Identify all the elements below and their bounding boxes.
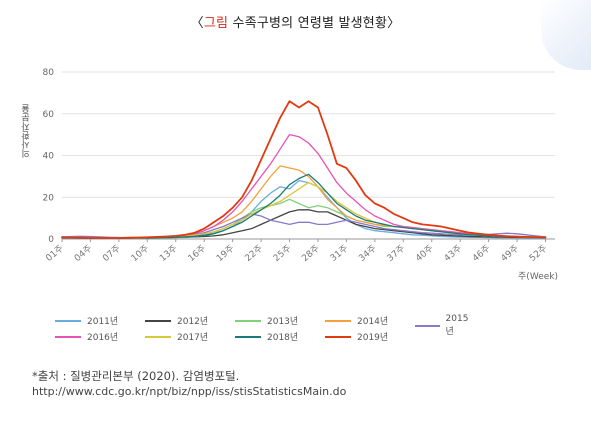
legend-label: 2011년 — [87, 317, 119, 327]
legend-label: 2014년 — [357, 317, 389, 327]
legend-item: 2015년 — [415, 314, 475, 337]
y-tick-label: 60 — [43, 110, 55, 120]
x-tick-label: 10주 — [129, 243, 151, 264]
x-tick-label: 52주 — [527, 243, 549, 264]
legend-item: 2018년 — [235, 330, 298, 343]
figure-title: 〈그림 수족구병의 연령별 발생현황〉 — [0, 12, 591, 31]
legend-item: 2014년 — [325, 314, 388, 327]
x-tick-label: 49주 — [499, 243, 521, 264]
source-note: *출처 : 질병관리본부 (2020). 감염병포털. http://www.c… — [32, 368, 346, 400]
series-line-2019 — [61, 100, 547, 239]
x-tick-label: 43주 — [442, 243, 464, 264]
x-axis-label: 주(Week) — [518, 271, 558, 282]
legend-item: 2019년 — [325, 330, 388, 343]
source-line-1: *출처 : 질병관리본부 (2020). 감염병포털. — [32, 369, 240, 383]
legend-item: 2012년 — [145, 314, 208, 327]
legend-item: 2011년 — [55, 314, 118, 327]
y-tick-label: 0 — [48, 235, 54, 245]
legend-label: 2019년 — [357, 333, 389, 343]
legend-swatch — [55, 335, 81, 338]
x-tick-label: 40주 — [413, 243, 435, 264]
y-tick-label: 40 — [43, 152, 55, 162]
x-tick-label: 16주 — [186, 243, 208, 264]
legend-label: 2013년 — [267, 317, 299, 327]
legend-label: 2012년 — [177, 317, 209, 327]
x-tick-label: 46주 — [470, 243, 492, 264]
x-tick-label: 19주 — [214, 243, 236, 264]
x-tick-label: 34주 — [357, 243, 379, 264]
x-tick-label: 07주 — [101, 243, 123, 264]
legend-swatch — [55, 319, 81, 322]
legend-swatch — [325, 335, 351, 338]
x-tick-label: 25주 — [271, 243, 293, 264]
title-text: 수족구병의 연령별 발생현황〉 — [228, 16, 401, 31]
legend-label: 2017년 — [177, 333, 209, 343]
y-tick-label: 20 — [43, 193, 55, 203]
x-tick-label: 01주 — [44, 243, 66, 264]
legend-label: 2018년 — [267, 333, 299, 343]
title-highlight: 그림 — [203, 16, 229, 31]
x-tick-label: 04주 — [72, 243, 94, 264]
legend-swatch — [235, 335, 261, 338]
legend-label: 2016년 — [87, 333, 119, 343]
legend-swatch — [145, 335, 171, 338]
legend-swatch — [235, 319, 261, 322]
x-tick-label: 22주 — [243, 243, 265, 264]
source-url: http://www.cdc.go.kr/npt/biz/npp/iss/sti… — [32, 385, 347, 398]
legend-swatch — [325, 319, 351, 322]
legend-swatch — [415, 324, 440, 327]
x-tick-label: 37주 — [385, 243, 407, 264]
legend-item: 2013년 — [235, 314, 298, 327]
x-tick-label: 28주 — [300, 243, 322, 264]
legend-label: 2015년 — [445, 314, 469, 337]
legend-swatch — [145, 319, 171, 322]
legend-item: 2016년 — [55, 330, 118, 343]
legend-item: 2017년 — [145, 330, 208, 343]
x-tick-label: 13주 — [158, 243, 180, 264]
x-tick-label: 31주 — [328, 243, 350, 264]
y-tick-label: 80 — [43, 68, 55, 78]
title-prefix: 〈 — [190, 16, 204, 31]
